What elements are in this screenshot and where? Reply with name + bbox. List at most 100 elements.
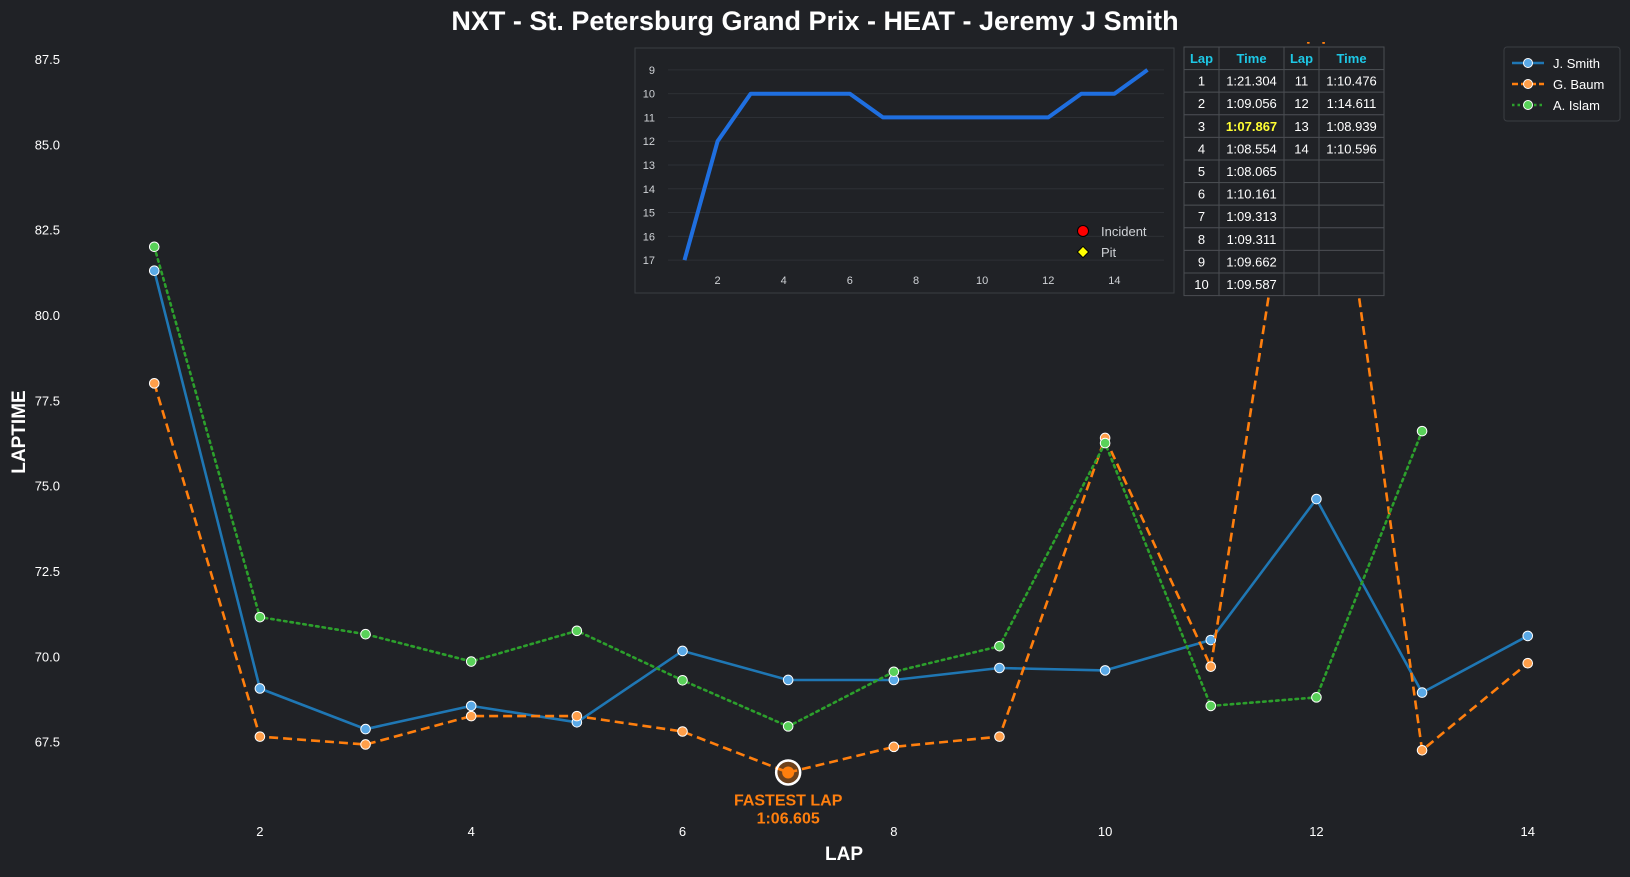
table-cell-bg <box>1318 159 1385 184</box>
table-cell: 1:21.304 <box>1226 74 1277 89</box>
y-tick-label: 85.0 <box>35 137 60 152</box>
pit-legend-marker <box>1076 245 1090 259</box>
data-point <box>994 662 1005 674</box>
data-point <box>782 674 794 686</box>
fastest-lap-marker <box>782 766 795 779</box>
table-cell-bg <box>1283 249 1320 274</box>
table-cell: 13 <box>1294 119 1308 134</box>
inset-y-tick-label: 12 <box>643 136 655 148</box>
table-cell: 1 <box>1198 74 1205 89</box>
data-point <box>360 723 371 735</box>
table-cell-bg <box>1283 182 1320 206</box>
table-cell: 1:09.056 <box>1226 96 1277 111</box>
legend-label-j-smith: J. Smith <box>1553 56 1600 71</box>
x-tick-label: 8 <box>890 824 897 839</box>
table-header-cell: Lap <box>1290 51 1313 66</box>
inset-y-tick-label: 16 <box>643 231 655 243</box>
inset-y-tick-label: 9 <box>649 65 655 77</box>
table-cell: 1:14.611 <box>1327 96 1377 111</box>
data-point <box>254 683 266 694</box>
table-cell: 1:10.161 <box>1226 187 1277 202</box>
x-tick-labels: 2 4 6 8 10 12 14 <box>256 824 1535 839</box>
legend-marker <box>1523 100 1533 110</box>
table-cell: 5 <box>1198 164 1205 179</box>
table-cell-bg <box>1318 204 1385 229</box>
table-cell: 8 <box>1198 232 1205 247</box>
legend-label-a-islam: A. Islam <box>1553 98 1600 113</box>
data-point <box>465 700 477 712</box>
inset-x-tick-label: 8 <box>913 275 919 287</box>
data-point <box>1099 437 1111 449</box>
y-tick-label: 77.5 <box>35 393 60 408</box>
series-line-g-baum <box>153 42 1529 774</box>
table-header-cell: Lap <box>1190 51 1213 66</box>
inset-x-tick-label: 4 <box>781 275 787 287</box>
inset-x-tick-label: 6 <box>847 275 853 287</box>
data-point <box>1416 687 1428 698</box>
table-cell: 1:08.939 <box>1326 119 1377 134</box>
table-cell: 4 <box>1198 141 1205 156</box>
lap-times-table: Lap Time Lap Time 1 1:21.304 11 1:10.476 2 1:09.0… <box>1183 46 1385 297</box>
fastest-lap-value: 1:06.605 <box>757 810 820 827</box>
table-cell-bg <box>1283 204 1320 229</box>
y-tick-label: 67.5 <box>35 735 60 750</box>
y-tick-label: 72.5 <box>35 564 60 579</box>
table-cell: 1:09.311 <box>1227 232 1277 247</box>
series-lines <box>148 42 1534 778</box>
inset-y-tick-label: 17 <box>643 255 655 267</box>
data-point <box>1522 630 1534 642</box>
x-tick-label: 10 <box>1098 824 1112 839</box>
table-cell-bg <box>1283 272 1320 297</box>
inset-x-tick-label: 12 <box>1042 275 1054 287</box>
fastest-lap-label: FASTEST LAP <box>734 792 843 809</box>
data-point <box>571 625 583 637</box>
data-point <box>782 721 794 732</box>
legend-label-g-baum: G. Baum <box>1553 77 1604 92</box>
x-tick-label: 12 <box>1309 824 1323 839</box>
table-cell: 11 <box>1295 74 1309 89</box>
table-cell-bg <box>1318 182 1385 206</box>
inset-x-tick-labels: 2 4 6 8 10 12 14 <box>715 275 1121 287</box>
y-tick-labels: 67.5 70.0 72.5 75.0 77.5 80.0 82.5 85.0 87.5 <box>35 52 60 750</box>
fastest-lap-annotation: FASTEST LAP 1:06.605 <box>734 759 843 827</box>
y-axis-label: LAPTIME <box>9 390 30 473</box>
table-header-cell: Time <box>1336 51 1366 66</box>
data-point <box>1522 657 1534 669</box>
data-point <box>888 666 900 678</box>
x-axis-label: LAP <box>825 844 863 865</box>
x-tick-label: 6 <box>679 824 686 839</box>
data-point <box>254 611 266 623</box>
incident-legend-marker <box>1077 225 1089 237</box>
data-point <box>360 628 371 640</box>
chart-title: NXT - St. Petersburg Grand Prix - HEAT -… <box>451 6 1178 36</box>
table-cell: 14 <box>1294 141 1308 156</box>
data-point <box>888 741 900 753</box>
data-point <box>148 241 160 253</box>
data-point <box>677 645 688 657</box>
table-cell: 1:10.596 <box>1326 141 1377 156</box>
table-cell-bg <box>1283 159 1320 184</box>
table-cell-bg <box>1318 227 1385 251</box>
table-cell: 12 <box>1294 96 1308 111</box>
data-point <box>254 731 266 742</box>
table-cell-bg <box>1318 249 1385 274</box>
table-cell: 1:08.554 <box>1226 141 1277 156</box>
table-cell: 9 <box>1198 254 1205 269</box>
data-point <box>1416 744 1428 756</box>
x-tick-label: 4 <box>468 824 475 839</box>
table-cell: 2 <box>1198 96 1205 111</box>
y-tick-label: 87.5 <box>35 52 60 67</box>
inset-y-tick-labels: 9 10 11 12 13 14 15 16 17 <box>643 65 655 267</box>
series-line-a-islam <box>153 245 1424 728</box>
table-cell: 10 <box>1194 277 1208 292</box>
data-point <box>1416 425 1428 437</box>
data-point <box>994 731 1005 742</box>
data-point <box>1205 661 1217 672</box>
data-point <box>1099 665 1111 676</box>
inset-y-tick-label: 15 <box>643 208 655 220</box>
incident-legend-label: Incident <box>1101 224 1147 239</box>
table-header-cell: Time <box>1236 51 1266 66</box>
y-tick-label: 70.0 <box>35 649 60 664</box>
